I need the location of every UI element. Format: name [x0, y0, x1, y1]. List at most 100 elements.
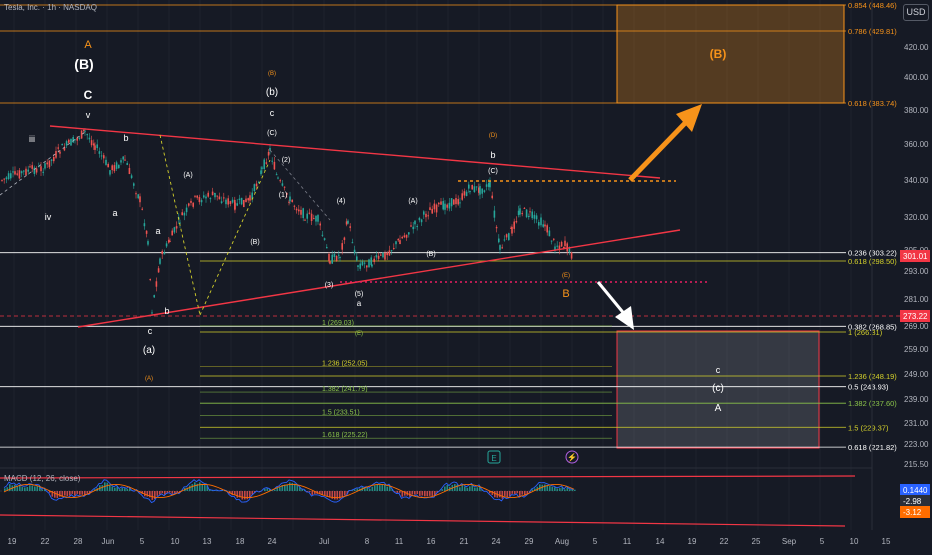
- wave-label-target_B[interactable]: (B): [710, 47, 727, 61]
- time-tick-label: 5: [593, 537, 598, 546]
- wave-label-target_c[interactable]: c: [716, 365, 721, 375]
- macd-panel: 0.1440-2.98-3.12: [0, 468, 930, 526]
- macd-value-label: -2.98: [903, 497, 922, 506]
- macd-value-label: 0.1440: [903, 486, 928, 495]
- wave-label-a_paren[interactable]: (a): [143, 345, 155, 356]
- time-tick-label: 19: [688, 537, 697, 546]
- fib-level-label: 1.5 (229.37): [848, 423, 889, 432]
- lightning-icon[interactable]: ⚡: [566, 451, 578, 463]
- wave-label-C_paren3[interactable]: (C): [488, 168, 498, 175]
- wave-label-C_paren[interactable]: (C): [267, 130, 277, 137]
- wave-label-A_top[interactable]: A: [84, 39, 92, 51]
- time-tick-label: 10: [850, 537, 859, 546]
- currency-button[interactable]: USD: [903, 4, 929, 21]
- time-tick-label: 15: [882, 537, 891, 546]
- price-tick-label: 340.00: [904, 176, 929, 185]
- fib-level-label: 1.382 (237.60): [848, 399, 897, 408]
- time-tick-label: 22: [41, 537, 50, 546]
- inner-fib-label: 1.5 (233.51): [322, 409, 360, 416]
- symbol-title: Tesla, Inc. · 1h · NASDAQ: [4, 3, 97, 12]
- price-tick-label: 215.50: [904, 460, 929, 469]
- price-axis: 420.00400.00380.00360.00340.00320.00305.…: [900, 43, 930, 469]
- svg-text:E: E: [491, 454, 496, 463]
- wave-label-A_paren3[interactable]: (A): [408, 198, 417, 205]
- fib-level-label: 1.236 (248.19): [848, 372, 897, 381]
- price-tick-label: 269.00: [904, 322, 929, 331]
- wave-label-B_paren2[interactable]: (B): [250, 239, 259, 246]
- time-tick-label: 21: [460, 537, 469, 546]
- earnings-icon[interactable]: E: [488, 451, 500, 463]
- wave-label-c1[interactable]: c: [148, 326, 153, 336]
- wave-label-four_paren[interactable]: (4): [337, 198, 346, 205]
- price-tick-label: 420.00: [904, 43, 929, 52]
- time-tick-label: Sep: [782, 537, 797, 546]
- wave-label-B_paren_small[interactable]: (B): [268, 71, 276, 77]
- wave-label-b_paren[interactable]: (b): [266, 87, 278, 98]
- wave-label-three_paren[interactable]: (3): [325, 282, 334, 289]
- time-tick-label: Aug: [555, 537, 569, 546]
- wave-label-E_small[interactable]: (E): [355, 331, 363, 337]
- wave-label-C_big[interactable]: C: [84, 88, 93, 102]
- price-tick-label: 231.00: [904, 419, 929, 428]
- time-tick-label: 22: [720, 537, 729, 546]
- price-tick-label: 223.00: [904, 440, 929, 449]
- time-tick-label: 13: [203, 537, 212, 546]
- time-tick-label: 25: [752, 537, 761, 546]
- time-tick-label: 5: [140, 537, 145, 546]
- svg-text:⚡: ⚡: [567, 452, 577, 462]
- time-tick-label: Jul: [319, 537, 329, 546]
- fib-level-label: 0.618 (221.82): [848, 443, 897, 452]
- time-tick-label: 29: [525, 537, 534, 546]
- wave-label-B_big[interactable]: (B): [74, 56, 93, 72]
- fib-level-label: 0.618 (298.50): [848, 257, 897, 266]
- fib-level-label: 0.5 (243.93): [848, 383, 889, 392]
- inner-fib-label: 1.618 (225.22): [322, 432, 368, 439]
- fib-level-label: 0.618 (383.74): [848, 99, 897, 108]
- wave-dashed-grey: [270, 150, 330, 220]
- wave-label-five_paren[interactable]: (5): [355, 291, 364, 298]
- time-tick-label: 18: [236, 537, 245, 546]
- upper-target-zone[interactable]: [617, 5, 844, 103]
- wave-label-E_paren[interactable]: (E): [562, 273, 570, 279]
- wave-label-b3[interactable]: b: [490, 150, 495, 160]
- wave-label-b2[interactable]: b: [164, 306, 169, 316]
- wave-label-two_paren[interactable]: (2): [282, 157, 291, 164]
- wave-label-c2[interactable]: c: [270, 108, 275, 118]
- time-tick-label: 5: [820, 537, 825, 546]
- fib-level-label: 1 (266.31): [848, 328, 883, 337]
- wave-dashed-left: [0, 132, 85, 195]
- time-tick-label: Jun: [102, 537, 115, 546]
- price-tick-label: 360.00: [904, 140, 929, 149]
- wave-label-B_paren3[interactable]: (B): [426, 251, 435, 258]
- wave-label-A_paren2[interactable]: (A): [183, 172, 192, 179]
- macd-title[interactable]: MACD (12, 26, close): [4, 474, 80, 483]
- time-tick-label: 8: [365, 537, 370, 546]
- time-tick-label: 14: [656, 537, 665, 546]
- wave-label-a2[interactable]: a: [155, 226, 160, 236]
- wave-label-b1[interactable]: b: [123, 133, 128, 143]
- price-tick-label: 293.00: [904, 267, 929, 276]
- time-tick-label: 19: [8, 537, 17, 546]
- wave-label-a3[interactable]: a: [357, 299, 362, 308]
- marker-price-label: 273.22: [903, 312, 928, 321]
- orange-up-arrow[interactable]: [630, 104, 702, 180]
- inner-fib-label: 1.236 (252.05): [322, 360, 368, 367]
- wave-label-target_c_paren[interactable]: (c): [712, 383, 724, 394]
- wave-label-v[interactable]: v: [86, 110, 91, 120]
- price-tick-label: 281.00: [904, 295, 929, 304]
- inner-fib-label: 1 (269.03): [322, 320, 354, 327]
- wave-label-iii[interactable]: iii: [29, 134, 35, 144]
- wave-label-a1[interactable]: a: [112, 208, 117, 218]
- wave-label-iv[interactable]: iv: [45, 212, 52, 222]
- macd-lower-channel[interactable]: [0, 515, 845, 526]
- wave-label-B_orange[interactable]: B: [562, 288, 569, 300]
- time-tick-label: 10: [171, 537, 180, 546]
- wave-label-target_A[interactable]: A: [715, 403, 722, 414]
- wave-label-one_paren[interactable]: (1): [279, 192, 288, 199]
- fib-level-label: 0.786 (429.81): [848, 27, 897, 36]
- wave-label-A_paren_small[interactable]: (A): [145, 376, 153, 382]
- wave-label-D_paren[interactable]: (D): [489, 133, 497, 139]
- fib-level-label: 0.854 (448.46): [848, 1, 897, 10]
